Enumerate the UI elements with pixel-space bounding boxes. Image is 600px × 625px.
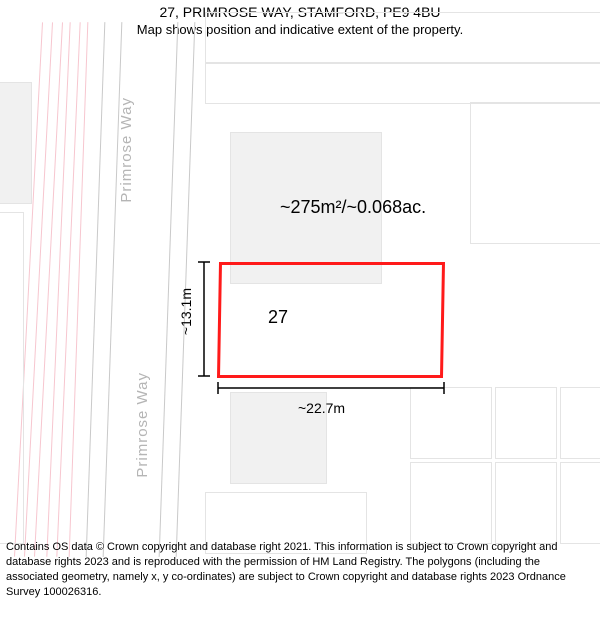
copyright-footer: Contains OS data © Crown copyright and d…: [6, 540, 594, 599]
width-bracket-icon: [216, 380, 446, 398]
parcel-outline: [470, 102, 600, 244]
height-bracket-icon: [196, 260, 214, 378]
height-label: ~13.1m: [178, 288, 194, 335]
parcel-outline: [0, 212, 24, 544]
parcel-outline: [560, 462, 600, 544]
area-label: ~275m²/~0.068ac.: [280, 197, 426, 218]
parcel-outline: [205, 62, 600, 104]
parcel-outline: [560, 387, 600, 459]
parcel-outline: [495, 387, 557, 459]
contour-line: [69, 22, 89, 557]
parcel-outline: [205, 12, 600, 64]
width-label: ~22.7m: [298, 400, 345, 416]
parcel-outline: [495, 462, 557, 544]
building-shape: [0, 82, 32, 204]
road-edge: [86, 22, 106, 557]
road-edge: [159, 22, 179, 557]
street-label-upper: Primrose Way: [118, 97, 135, 203]
property-highlight: [217, 262, 445, 378]
street-label-lower: Primrose Way: [134, 372, 151, 478]
plot-number: 27: [268, 307, 288, 328]
parcel-outline: [410, 462, 492, 544]
map-canvas: Primrose Way Primrose Way ~275m²/~0.068a…: [0, 42, 600, 537]
map-figure: 27, PRIMROSE WAY, STAMFORD, PE9 4BU Map …: [0, 0, 600, 625]
